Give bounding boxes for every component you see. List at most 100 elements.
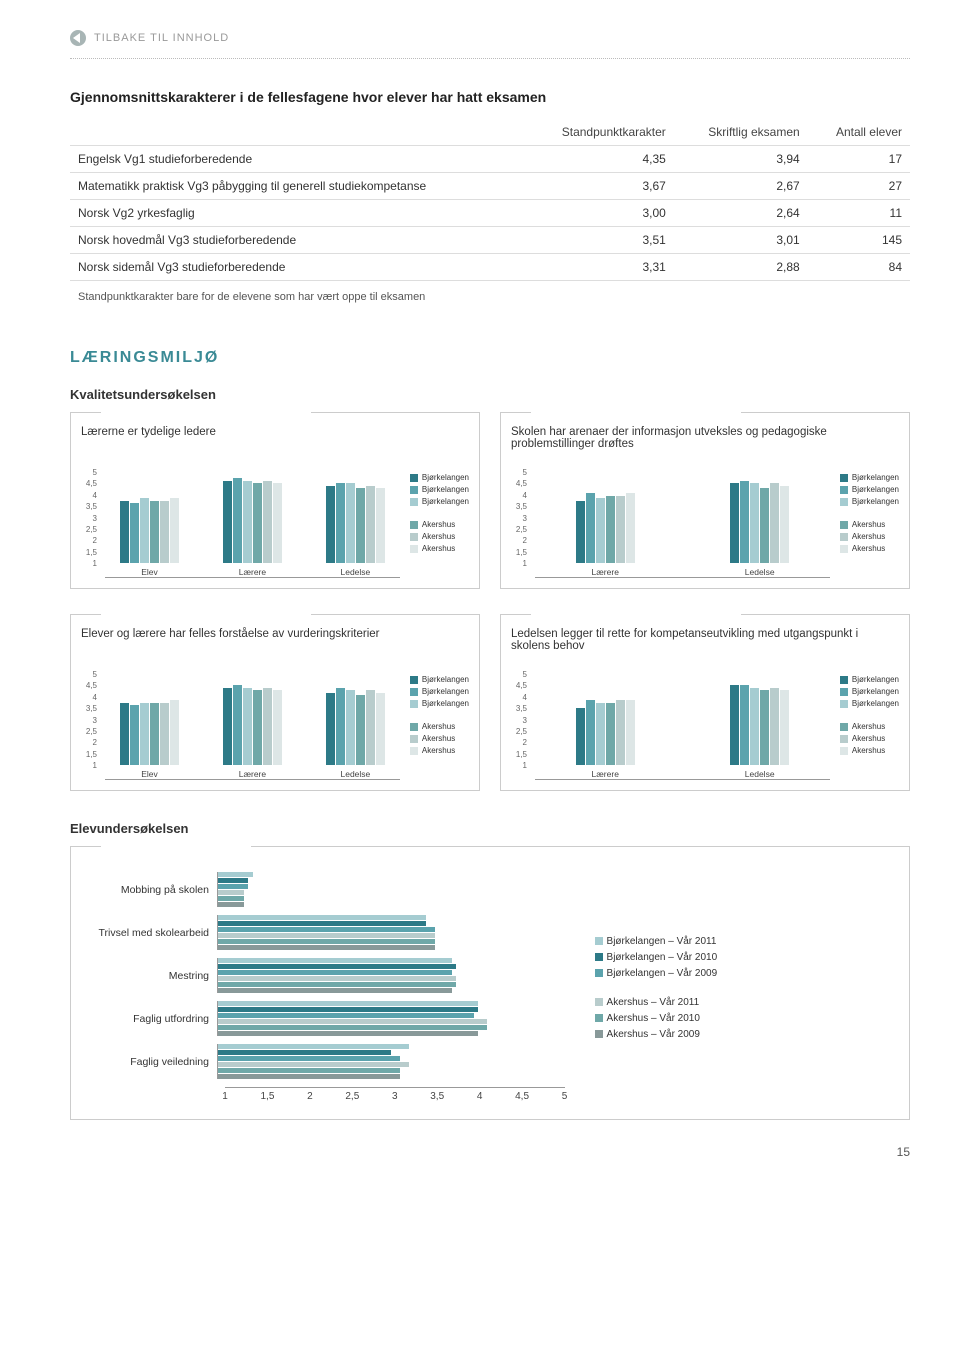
hbar	[218, 958, 452, 963]
y-tick: 4	[81, 491, 97, 500]
legend-item: Akershus	[410, 734, 469, 743]
legend-item: Bjørkelangen	[840, 675, 899, 684]
legend-item: Bjørkelangen	[410, 473, 469, 482]
hbar	[218, 1013, 474, 1018]
table-cell: 2,88	[674, 254, 808, 281]
bar	[346, 483, 355, 563]
hbar	[218, 927, 435, 932]
bar	[770, 483, 779, 563]
table-cell: Norsk sidemål Vg3 studieforberedende	[70, 254, 524, 281]
bar	[750, 483, 759, 563]
back-link[interactable]: TILBAKE TIL INNHOLD	[70, 30, 910, 46]
hbar	[218, 1050, 391, 1055]
bar	[150, 703, 159, 766]
group-label: Lærere	[239, 769, 266, 779]
chart-title: Elever og lærere har felles forståelse a…	[81, 628, 469, 656]
hbar	[218, 915, 426, 920]
x-tick: 3	[392, 1091, 398, 1102]
group-label: Elev	[141, 769, 158, 779]
hbar-category: Mestring	[87, 970, 217, 982]
legend-item: Bjørkelangen	[410, 485, 469, 494]
bar	[243, 688, 252, 766]
hbar	[218, 1062, 409, 1067]
table-row: Norsk sidemål Vg3 studieforberedende3,31…	[70, 254, 910, 281]
hbar	[218, 1007, 478, 1012]
hbar-chart: Mobbing på skolenTrivsel med skolearbeid…	[87, 872, 565, 1103]
table-cell: 3,00	[524, 200, 674, 227]
hbar	[218, 976, 456, 981]
y-tick: 5	[81, 670, 97, 679]
y-tick: 3	[81, 716, 97, 725]
bar	[366, 486, 375, 564]
y-tick: 3,5	[511, 704, 527, 713]
hbar	[218, 1056, 400, 1061]
bar	[586, 493, 595, 563]
table-row: Norsk Vg2 yrkesfaglig3,002,6411	[70, 200, 910, 227]
hbar	[218, 982, 456, 987]
bar	[740, 481, 749, 564]
bar	[140, 498, 149, 563]
legend-item: Bjørkelangen	[840, 473, 899, 482]
table-row: Matematikk praktisk Vg3 påbygging til ge…	[70, 173, 910, 200]
group-label: Lærere	[592, 769, 619, 779]
chart-box: Ledelsen legger til rette for kompetanse…	[500, 614, 910, 791]
legend-item: Akershus – Vår 2009	[595, 1029, 893, 1040]
y-tick: 4	[511, 693, 527, 702]
bar	[120, 501, 129, 564]
table-cell: 4,35	[524, 146, 674, 173]
table-cell: 27	[808, 173, 910, 200]
bar	[130, 503, 139, 563]
bar	[730, 685, 739, 765]
bar	[326, 486, 335, 564]
bar	[760, 488, 769, 563]
legend-item: Bjørkelangen – Vår 2009	[595, 968, 893, 979]
hbar	[218, 1025, 487, 1030]
bar	[616, 700, 625, 765]
bar	[253, 690, 262, 765]
legend-item: Akershus	[840, 520, 899, 529]
chart-title: Lærerne er tydelige ledere	[81, 426, 469, 454]
y-tick: 1,5	[81, 548, 97, 557]
legend-item: Bjørkelangen	[840, 687, 899, 696]
legend-item: Bjørkelangen	[410, 675, 469, 684]
table-cell: 3,51	[524, 227, 674, 254]
bar	[616, 496, 625, 564]
hbar	[218, 921, 426, 926]
bar	[740, 685, 749, 765]
table-row: Norsk hovedmål Vg3 studieforberedende3,5…	[70, 227, 910, 254]
chart-box: Lærerne er tydelige ledere11,522,533,544…	[70, 412, 480, 589]
y-tick: 2	[81, 738, 97, 747]
bar	[626, 493, 635, 563]
hbar	[218, 945, 435, 950]
table-footnote: Standpunktkarakter bare for de elevene s…	[70, 281, 910, 310]
bar	[596, 498, 605, 563]
legend-item: Akershus	[840, 722, 899, 731]
hbar	[218, 964, 456, 969]
y-tick: 3,5	[81, 502, 97, 511]
y-tick: 3,5	[81, 704, 97, 713]
y-tick: 2,5	[81, 525, 97, 534]
legend-item: Bjørkelangen	[410, 497, 469, 506]
bar	[356, 695, 365, 765]
group-label: Ledelse	[340, 567, 370, 577]
bar	[273, 690, 282, 765]
bar	[223, 481, 232, 564]
hbar	[218, 872, 253, 877]
legend-item: Bjørkelangen	[840, 485, 899, 494]
table-header: Standpunktkarakter	[524, 119, 674, 146]
hbar	[218, 1074, 400, 1079]
legend-item: Akershus	[410, 520, 469, 529]
y-tick: 2,5	[511, 727, 527, 736]
bar	[606, 703, 615, 766]
bar	[160, 501, 169, 564]
y-tick: 5	[511, 468, 527, 477]
y-tick: 3,5	[511, 502, 527, 511]
legend-item: Akershus	[840, 532, 899, 541]
bar	[160, 703, 169, 766]
bar	[233, 478, 242, 563]
y-tick: 1	[511, 761, 527, 770]
group-label: Elev	[141, 567, 158, 577]
y-tick: 5	[81, 468, 97, 477]
table-cell: 17	[808, 146, 910, 173]
table-cell: 3,94	[674, 146, 808, 173]
